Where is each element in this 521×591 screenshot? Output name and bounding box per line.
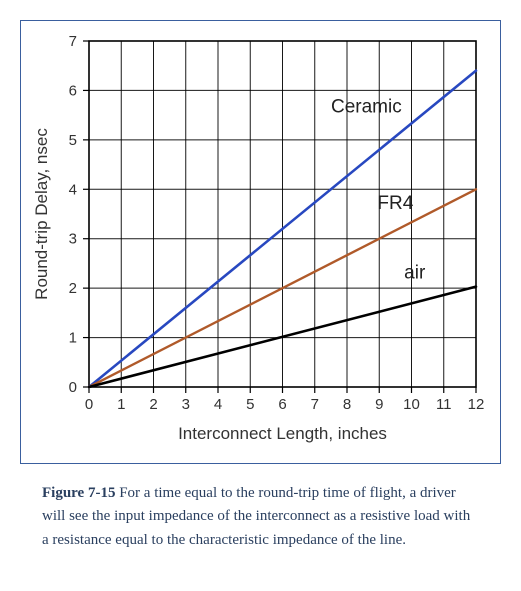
svg-text:Ceramic: Ceramic xyxy=(331,97,402,118)
figure-label: Figure 7-15 xyxy=(42,485,115,501)
svg-text:6: 6 xyxy=(278,396,286,413)
svg-text:2: 2 xyxy=(69,280,77,297)
figure-container: 012345678910111201234567Interconnect Len… xyxy=(20,20,501,552)
chart-frame: 012345678910111201234567Interconnect Len… xyxy=(20,20,501,464)
svg-text:FR4: FR4 xyxy=(377,193,413,214)
svg-text:12: 12 xyxy=(468,396,485,413)
svg-text:air: air xyxy=(404,262,426,283)
svg-text:11: 11 xyxy=(436,396,452,413)
svg-text:8: 8 xyxy=(343,396,351,413)
figure-caption: Figure 7-15 For a time equal to the roun… xyxy=(20,482,501,552)
svg-text:2: 2 xyxy=(149,396,157,413)
svg-text:0: 0 xyxy=(69,379,77,396)
svg-text:7: 7 xyxy=(311,396,319,413)
svg-text:10: 10 xyxy=(403,396,420,413)
svg-text:5: 5 xyxy=(69,132,77,149)
svg-text:3: 3 xyxy=(182,396,190,413)
svg-text:9: 9 xyxy=(375,396,383,413)
svg-text:6: 6 xyxy=(69,82,77,99)
svg-text:1: 1 xyxy=(69,330,77,347)
svg-text:5: 5 xyxy=(246,396,254,413)
svg-text:Interconnect Length, inches: Interconnect Length, inches xyxy=(178,424,387,443)
svg-text:1: 1 xyxy=(117,396,125,413)
svg-text:4: 4 xyxy=(69,181,77,198)
svg-text:7: 7 xyxy=(69,33,77,50)
line-chart: 012345678910111201234567Interconnect Len… xyxy=(27,27,494,457)
svg-text:4: 4 xyxy=(214,396,222,413)
svg-text:3: 3 xyxy=(69,231,77,248)
svg-text:0: 0 xyxy=(85,396,93,413)
svg-text:Round-trip Delay, nsec: Round-trip Delay, nsec xyxy=(32,128,51,300)
